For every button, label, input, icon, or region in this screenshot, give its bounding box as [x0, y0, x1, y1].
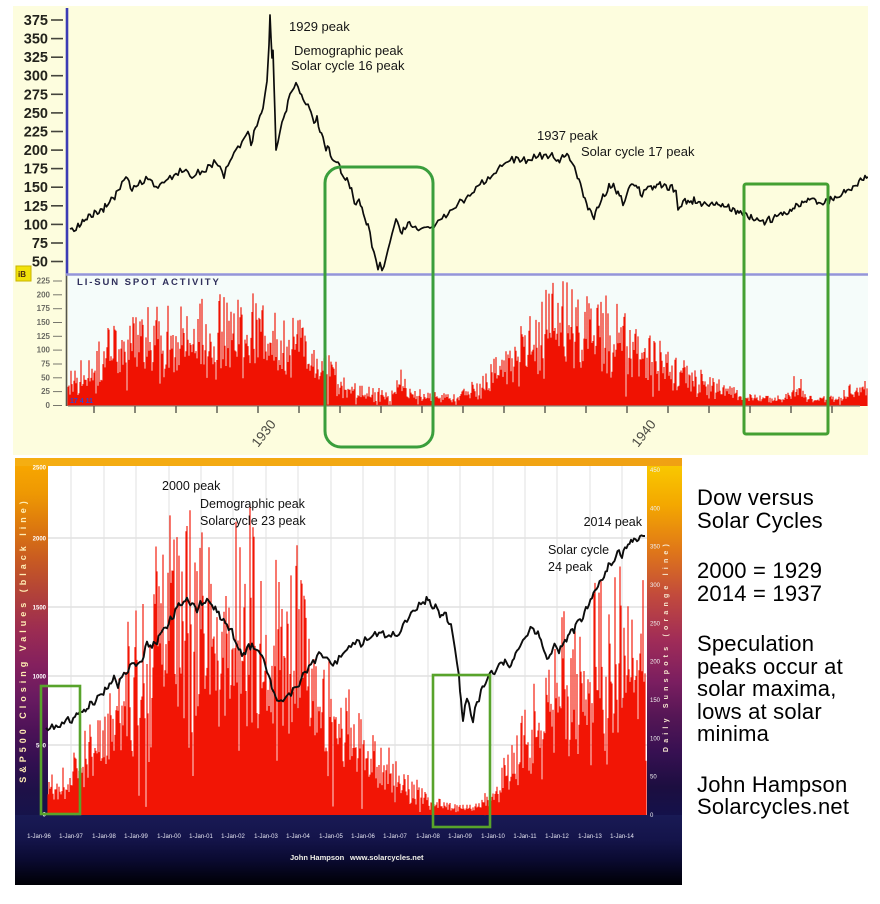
svg-text:100: 100 — [650, 736, 661, 742]
svg-text:1-Jan-03: 1-Jan-03 — [254, 834, 278, 840]
svg-text:375: 375 — [24, 13, 48, 29]
svg-text:75: 75 — [41, 360, 50, 369]
svg-text:125: 125 — [24, 199, 48, 215]
svg-text:200: 200 — [37, 290, 51, 299]
svg-text:1-Jan-14: 1-Jan-14 — [610, 834, 634, 840]
svg-text:350: 350 — [650, 545, 661, 551]
svg-text:1-Jan-02: 1-Jan-02 — [221, 834, 245, 840]
svg-text:Solar cycle 17 peak: Solar cycle 17 peak — [581, 144, 695, 159]
svg-text:1500: 1500 — [33, 606, 47, 612]
svg-text:1-Jan-12: 1-Jan-12 — [545, 834, 569, 840]
svg-text:Solarcycle 23 peak: Solarcycle 23 peak — [200, 514, 306, 528]
svg-text:1-Jan-99: 1-Jan-99 — [124, 834, 148, 840]
svg-text:1940: 1940 — [629, 417, 659, 450]
svg-text:150: 150 — [37, 318, 51, 327]
svg-text:1-Jan-06: 1-Jan-06 — [351, 834, 375, 840]
svg-text:1-Jan-00: 1-Jan-00 — [157, 834, 181, 840]
svg-text:Demographic peak: Demographic peak — [200, 497, 306, 511]
svg-text:2000 peak: 2000 peak — [162, 479, 221, 493]
svg-text:1-Jan-07: 1-Jan-07 — [383, 834, 407, 840]
svg-text:Demographic peak: Demographic peak — [294, 43, 404, 58]
svg-text:0: 0 — [650, 813, 654, 819]
svg-text:300: 300 — [650, 583, 661, 589]
svg-text:50: 50 — [32, 255, 48, 271]
svg-text:250: 250 — [650, 621, 661, 627]
svg-text:100: 100 — [37, 346, 51, 355]
svg-text:1930: 1930 — [249, 417, 279, 450]
svg-text:350: 350 — [24, 32, 48, 48]
svg-text:1-Jan-11: 1-Jan-11 — [513, 834, 537, 840]
svg-text:1-Jan-09: 1-Jan-09 — [448, 834, 472, 840]
svg-text:1-Jan-01: 1-Jan-01 — [189, 834, 213, 840]
svg-text:24 peak: 24 peak — [548, 560, 593, 574]
svg-text:100: 100 — [24, 217, 48, 233]
svg-text:John Hampson: John Hampson — [290, 853, 345, 862]
svg-text:1937 peak: 1937 peak — [537, 128, 598, 143]
svg-text:200: 200 — [650, 660, 661, 666]
svg-text:25: 25 — [41, 387, 50, 396]
svg-text:250: 250 — [24, 106, 48, 122]
svg-text:iB: iB — [18, 270, 26, 279]
svg-text:50: 50 — [650, 775, 657, 781]
svg-text:1000: 1000 — [33, 675, 47, 681]
svg-text:1929 peak: 1929 peak — [289, 19, 350, 34]
svg-text:2500: 2500 — [33, 466, 47, 472]
svg-text:225: 225 — [24, 125, 48, 141]
svg-text:325: 325 — [24, 50, 48, 66]
svg-text:Solar cycle: Solar cycle — [548, 543, 609, 557]
svg-text:50: 50 — [41, 373, 50, 382]
svg-text:1-Jan-10: 1-Jan-10 — [481, 834, 505, 840]
svg-text:2014 peak: 2014 peak — [584, 515, 643, 529]
svg-text:1-Jan-08: 1-Jan-08 — [416, 834, 440, 840]
svg-text:Daily Sunspots (orange line): Daily Sunspots (orange line) — [663, 540, 670, 752]
svg-text:150: 150 — [24, 180, 48, 196]
svg-text:450: 450 — [650, 468, 661, 474]
svg-text:0: 0 — [43, 813, 47, 819]
svg-text:75: 75 — [32, 236, 48, 252]
svg-text:0: 0 — [46, 401, 51, 410]
svg-text:Solar cycle 16 peak: Solar cycle 16 peak — [291, 58, 405, 73]
svg-text:300: 300 — [24, 69, 48, 85]
svg-text:400: 400 — [650, 506, 661, 512]
svg-text:2000: 2000 — [33, 537, 47, 543]
svg-text:1-Jan-13: 1-Jan-13 — [578, 834, 602, 840]
svg-text:17 4 11: 17 4 11 — [70, 398, 93, 405]
svg-text:1-Jan-04: 1-Jan-04 — [286, 834, 310, 840]
svg-text:LI-SUN SPOT ACTIVITY: LI-SUN SPOT ACTIVITY — [77, 277, 221, 288]
svg-text:1-Jan-96: 1-Jan-96 — [27, 834, 51, 840]
svg-text:www.solarcycles.net: www.solarcycles.net — [349, 853, 424, 862]
svg-text:1-Jan-05: 1-Jan-05 — [319, 834, 343, 840]
svg-text:275: 275 — [24, 87, 48, 103]
svg-text:S&P500 Closing Values (black l: S&P500 Closing Values (black line) — [18, 497, 28, 783]
svg-text:175: 175 — [37, 304, 51, 313]
svg-text:175: 175 — [24, 162, 48, 178]
svg-text:1-Jan-98: 1-Jan-98 — [92, 834, 116, 840]
svg-text:200: 200 — [24, 143, 48, 159]
svg-text:225: 225 — [37, 277, 51, 286]
svg-text:1-Jan-97: 1-Jan-97 — [59, 834, 83, 840]
svg-text:150: 150 — [650, 698, 661, 704]
svg-text:125: 125 — [37, 332, 51, 341]
